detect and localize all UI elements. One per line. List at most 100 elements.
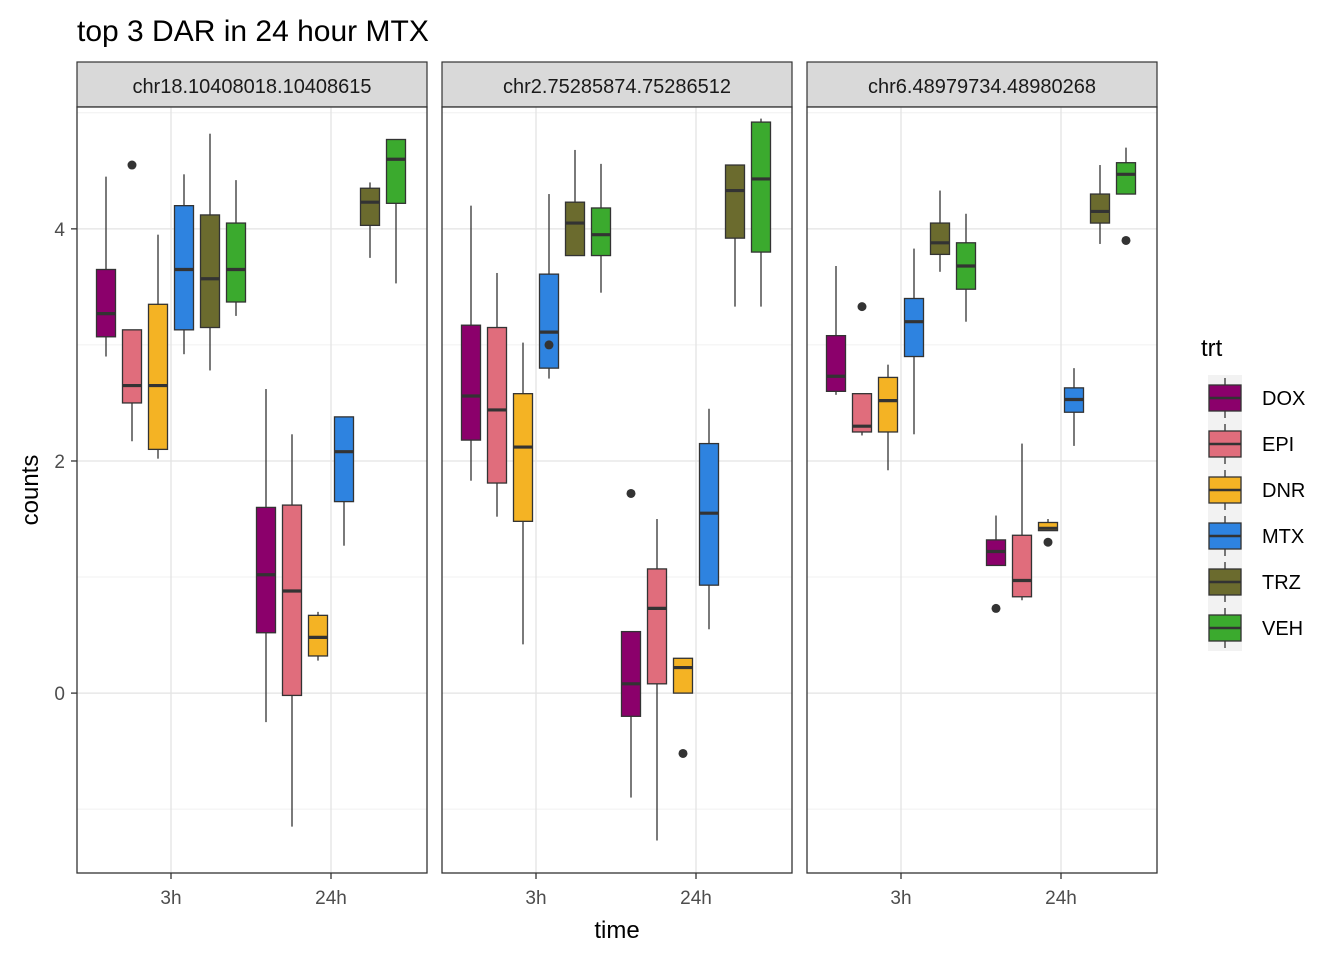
outlier-point bbox=[626, 488, 636, 498]
box-trz-3h bbox=[564, 149, 586, 257]
facet-panels: chr18.10408018.10408615 3h 24h 0 2 4 chr2.7528… bbox=[54, 61, 1158, 909]
box-trz-3h bbox=[929, 190, 951, 272]
box-iqr bbox=[307, 614, 329, 657]
box-dnr-3h bbox=[877, 364, 899, 471]
legend-item-dnr: DNR bbox=[1208, 467, 1305, 513]
box-iqr bbox=[199, 214, 221, 329]
box-mtx-3h bbox=[173, 174, 195, 355]
legend-item-trz: TRZ bbox=[1208, 559, 1301, 605]
box-epi-3h bbox=[121, 160, 143, 442]
box-iqr bbox=[486, 326, 508, 484]
box-dox-3h bbox=[825, 266, 847, 395]
box-iqr bbox=[620, 630, 642, 717]
legend-label: DNR bbox=[1262, 480, 1305, 502]
box-iqr bbox=[851, 393, 873, 433]
box-iqr bbox=[385, 138, 407, 204]
facet-strip bbox=[441, 61, 793, 108]
box-trz-3h bbox=[199, 133, 221, 371]
box-iqr bbox=[255, 506, 277, 634]
chart-title: top 3 DAR in 24 hour MTX bbox=[77, 15, 429, 48]
box-iqr bbox=[538, 273, 560, 369]
box-dnr-24h bbox=[307, 611, 329, 661]
box-epi-24h bbox=[1011, 443, 1033, 601]
box-iqr bbox=[1089, 193, 1111, 224]
box-iqr bbox=[1115, 162, 1137, 195]
outlier-point bbox=[678, 748, 688, 758]
box-mtx-24h bbox=[333, 416, 355, 546]
panel-border bbox=[76, 106, 428, 874]
outlier-point bbox=[857, 302, 867, 312]
box-dnr-24h bbox=[1037, 519, 1059, 547]
y-axis-title: counts bbox=[17, 455, 44, 526]
box-iqr bbox=[121, 329, 143, 404]
box-veh-24h bbox=[750, 118, 772, 307]
box-iqr bbox=[646, 568, 668, 685]
legend-item-mtx: MTX bbox=[1208, 513, 1304, 559]
box-mtx-3h bbox=[538, 194, 560, 379]
x-tick-label: 3h bbox=[160, 888, 181, 909]
box-trz-24h bbox=[1089, 165, 1111, 244]
box-iqr bbox=[95, 268, 117, 338]
panel-border bbox=[806, 106, 1158, 874]
x-tick-label: 24h bbox=[1045, 888, 1077, 909]
box-iqr bbox=[333, 416, 355, 503]
box-iqr bbox=[460, 324, 482, 441]
panel-background bbox=[807, 107, 1157, 873]
box-mtx-24h bbox=[1063, 368, 1085, 446]
legend-label: TRZ bbox=[1262, 572, 1301, 594]
facet-strip bbox=[806, 61, 1158, 108]
facet-panel: chr18.10408018.10408615 3h 24h 0 2 4 bbox=[54, 61, 428, 909]
box-dox-24h bbox=[985, 515, 1007, 613]
panel-background bbox=[77, 107, 427, 873]
box-dox-3h bbox=[460, 205, 482, 481]
outlier-point bbox=[1043, 537, 1053, 547]
legend-item-veh: VEH bbox=[1208, 605, 1303, 651]
box-epi-3h bbox=[851, 302, 873, 436]
y-tick-label: 0 bbox=[54, 684, 65, 705]
box-iqr bbox=[173, 205, 195, 331]
outlier-point bbox=[991, 603, 1001, 613]
facet-panel: chr2.75285874.75286512 3h 24h bbox=[441, 61, 793, 909]
legend-label: MTX bbox=[1262, 526, 1304, 548]
box-dox-24h bbox=[255, 389, 277, 723]
box-dnr-24h bbox=[672, 657, 694, 758]
facet-label: chr6.48979734.48980268 bbox=[868, 76, 1096, 98]
box-epi-3h bbox=[486, 272, 508, 517]
box-trz-24h bbox=[724, 164, 746, 307]
box-iqr bbox=[877, 376, 899, 433]
legend-label: EPI bbox=[1262, 434, 1294, 456]
box-veh-3h bbox=[955, 213, 977, 322]
box-trz-24h bbox=[359, 182, 381, 258]
box-mtx-3h bbox=[903, 248, 925, 435]
box-iqr bbox=[724, 164, 746, 239]
outlier-point bbox=[127, 160, 137, 170]
box-veh-24h bbox=[1115, 147, 1137, 245]
panel-border bbox=[441, 106, 793, 874]
box-dnr-3h bbox=[147, 234, 169, 459]
legend-label: VEH bbox=[1262, 618, 1303, 640]
box-iqr bbox=[225, 222, 247, 303]
box-iqr bbox=[903, 297, 925, 358]
box-iqr bbox=[281, 504, 303, 697]
box-mtx-24h bbox=[698, 408, 720, 630]
box-iqr bbox=[825, 334, 847, 392]
legend-item-epi: EPI bbox=[1208, 421, 1294, 467]
y-tick-label: 4 bbox=[54, 220, 65, 241]
x-tick-label: 3h bbox=[525, 888, 546, 909]
facet-strip bbox=[76, 61, 428, 108]
box-iqr bbox=[590, 207, 612, 257]
box-dox-24h bbox=[620, 488, 642, 798]
legend-item-dox: DOX bbox=[1208, 375, 1305, 421]
box-iqr bbox=[929, 222, 951, 256]
box-veh-3h bbox=[225, 180, 247, 316]
box-epi-24h bbox=[646, 519, 668, 841]
facet-label: chr2.75285874.75286512 bbox=[503, 76, 731, 98]
box-iqr bbox=[512, 393, 534, 522]
box-epi-24h bbox=[281, 434, 303, 827]
x-tick-label: 24h bbox=[680, 888, 712, 909]
box-iqr bbox=[1011, 534, 1033, 598]
box-iqr bbox=[672, 657, 694, 694]
outlier-point bbox=[544, 340, 554, 350]
x-tick-label: 24h bbox=[315, 888, 347, 909]
